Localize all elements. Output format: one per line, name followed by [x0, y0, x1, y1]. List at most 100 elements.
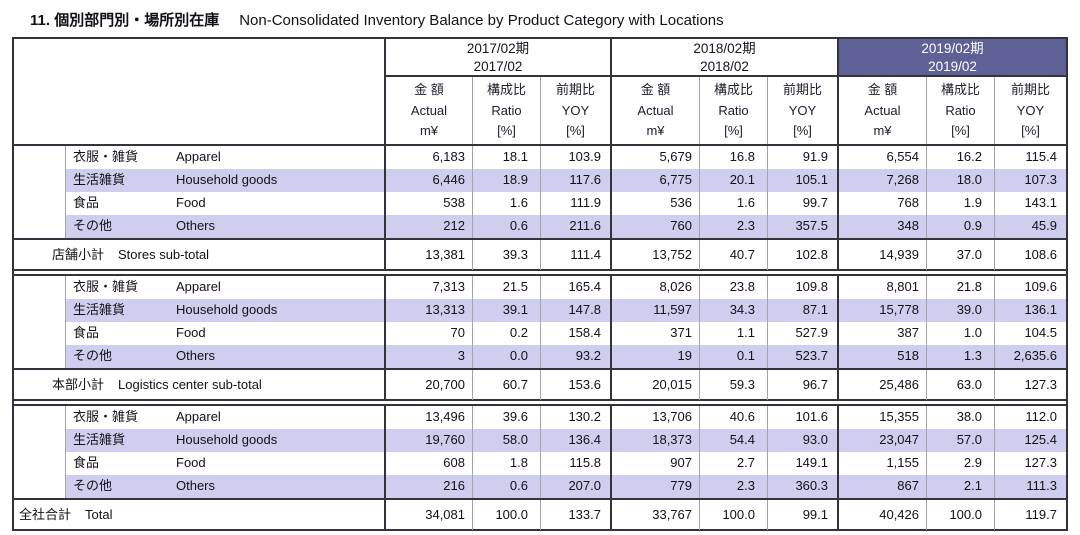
total-row: 全社合計 Total 34,081 100.0 133.7 33,767 100.0 99.1… [14, 498, 1066, 530]
cell-value: 0.0 [473, 345, 541, 368]
cell-value: 0.6 [473, 215, 541, 238]
row-label-jp: 生活雑貨 [73, 302, 126, 317]
metric-header-ratio-2019: 構成比 Ratio [%] [927, 77, 995, 144]
page-title-jp: 11. 個別部門別・場所別在庫 [30, 12, 220, 29]
cell-value: 40,426 [839, 500, 927, 530]
period-label-line1: 2017/02期 [466, 41, 530, 56]
cell-value: 0.2 [473, 322, 541, 345]
row-indent [14, 169, 66, 192]
cell-value: 6,554 [839, 146, 927, 169]
cell-value: 70 [386, 322, 473, 345]
row-indent [14, 299, 66, 322]
cell-value: 133.7 [541, 500, 612, 530]
cell-value: 527.9 [768, 322, 839, 345]
cell-value: 1.6 [700, 192, 768, 215]
cell-value: 54.4 [700, 429, 768, 452]
row-label-inner: その他 Others [66, 215, 384, 238]
cell-value: 13,496 [386, 406, 473, 429]
row-label-inner: 衣服・雑貨 Apparel [66, 276, 384, 299]
row-label-jp: その他 [73, 218, 113, 233]
table-row: 衣服・雑貨 Apparel 7,313 21.5 165.4 8,026 23.8 109.8… [14, 276, 1066, 299]
cell-value: 103.9 [541, 146, 612, 169]
row-label-inner: 生活雑貨 Household goods [66, 299, 384, 322]
row-label-cell: 衣服・雑貨 Apparel [14, 406, 386, 429]
cell-value: 165.4 [541, 276, 612, 299]
inventory-table: 2017/02期 2017/02 2018/02期 2018/02 2019/0… [12, 37, 1068, 531]
cell-value: 93.2 [541, 345, 612, 368]
row-label-jp: 衣服・雑貨 [73, 409, 139, 424]
cell-value: 1.8 [473, 452, 541, 475]
page-title-en: Non-Consolidated Inventory Balance by Pr… [239, 12, 724, 29]
cell-value: 1.0 [927, 322, 995, 345]
row-label-en: Food [176, 455, 206, 470]
cell-value: 93.0 [768, 429, 839, 452]
table-row: 衣服・雑貨 Apparel 6,183 18.1 103.9 5,679 16.8 91.9 6… [14, 146, 1066, 169]
subtotal-label-en: Stores sub-total [118, 247, 210, 262]
cell-value: 18.1 [473, 146, 541, 169]
metric-header-actual-2019: 金 額 Actual m¥ [839, 77, 927, 144]
cell-value: 6,775 [612, 169, 700, 192]
cell-value: 538 [386, 192, 473, 215]
subtotal-row: 本部小計 Logistics center sub-total 20,700 60.7… [14, 368, 1066, 400]
cell-value: 13,752 [612, 240, 700, 270]
row-label-cell: 衣服・雑貨 Apparel [14, 276, 386, 299]
cell-value: 2.3 [700, 215, 768, 238]
cell-value: 38.0 [927, 406, 995, 429]
cell-value: 127.3 [1024, 455, 1057, 470]
row-label-jp: 衣服・雑貨 [73, 279, 139, 294]
table-row: 衣服・雑貨 Apparel 13,496 39.6 130.2 13,706 40.6 101… [14, 406, 1066, 429]
cell-value: 11,597 [612, 299, 700, 322]
row-label-inner: 衣服・雑貨 Apparel [66, 146, 384, 169]
period-label-line2: 2019/02 [928, 59, 977, 74]
row-indent [14, 452, 66, 475]
cell-value: 16.2 [927, 146, 995, 169]
cell-value: 33,767 [612, 500, 700, 530]
cell-value: 40.7 [700, 240, 768, 270]
table-row: その他 Others 212 0.6 211.6 760 2.3 357.5 348 0.9 45.… [14, 215, 1066, 238]
cell-value: 100.0 [473, 500, 541, 530]
cell-value: 147.8 [541, 299, 612, 322]
row-label-en: Household goods [176, 172, 278, 187]
row-label-jp: その他 [73, 348, 113, 363]
cell-value: 867 [839, 475, 927, 498]
section-stores: 衣服・雑貨 Apparel 6,183 18.1 103.9 5,679 16.8 91.9 6… [14, 146, 1066, 271]
cell-value: 105.1 [768, 169, 839, 192]
period-label-line2: 2017/02 [473, 59, 523, 74]
metric-header-ratio-2017: 構成比 Ratio [%] [473, 77, 541, 144]
cell-value: 25,486 [839, 370, 927, 400]
subtotal-row-label: 本部小計 Logistics center sub-total [14, 370, 386, 400]
row-label-cell: その他 Others [14, 215, 386, 238]
period-label-line1: 2019/02期 [921, 41, 984, 56]
cell-value: 15,778 [839, 299, 927, 322]
cell-value: 0.9 [927, 215, 995, 238]
cell-value: 14,939 [839, 240, 927, 270]
subtotal-row: 店舗小計 Stores sub-total 13,381 39.3 111.4 13,75… [14, 238, 1066, 270]
cell-value: 360.3 [768, 475, 839, 498]
table-row: その他 Others 3 0.0 93.2 19 0.1 523.7 518 1.3 2,635.6 [14, 345, 1066, 368]
row-indent [14, 429, 66, 452]
cell-value: 760 [612, 215, 700, 238]
cell-value: 96.7 [768, 370, 839, 400]
cell-value: 5,679 [612, 146, 700, 169]
cell-value: 19,760 [386, 429, 473, 452]
row-indent [14, 406, 66, 429]
cell-value: 0.6 [473, 475, 541, 498]
row-label-jp: 食品 [73, 325, 100, 340]
cell-value: 3 [386, 345, 473, 368]
cell-value: 15,355 [839, 406, 927, 429]
cell-value: 111.3 [995, 475, 1066, 498]
cell-value: 387 [839, 322, 927, 345]
cell-value: 13,381 [386, 240, 473, 270]
cell-value: 211.6 [541, 215, 612, 238]
cell-value: 21.5 [473, 276, 541, 299]
page-title: 11. 個別部門別・場所別在庫 Non-Consolidated Inventor… [30, 9, 724, 30]
cell-value: 111.4 [541, 240, 612, 270]
row-indent [14, 322, 66, 345]
row-label-cell: 食品 Food [14, 192, 386, 215]
metric-header-actual-2018: 金 額 Actual m¥ [612, 77, 700, 144]
row-indent [14, 475, 66, 498]
row-label-en: Household goods [176, 302, 278, 317]
cell-value: 1.3 [927, 345, 995, 368]
cell-value: 1,155 [839, 452, 927, 475]
